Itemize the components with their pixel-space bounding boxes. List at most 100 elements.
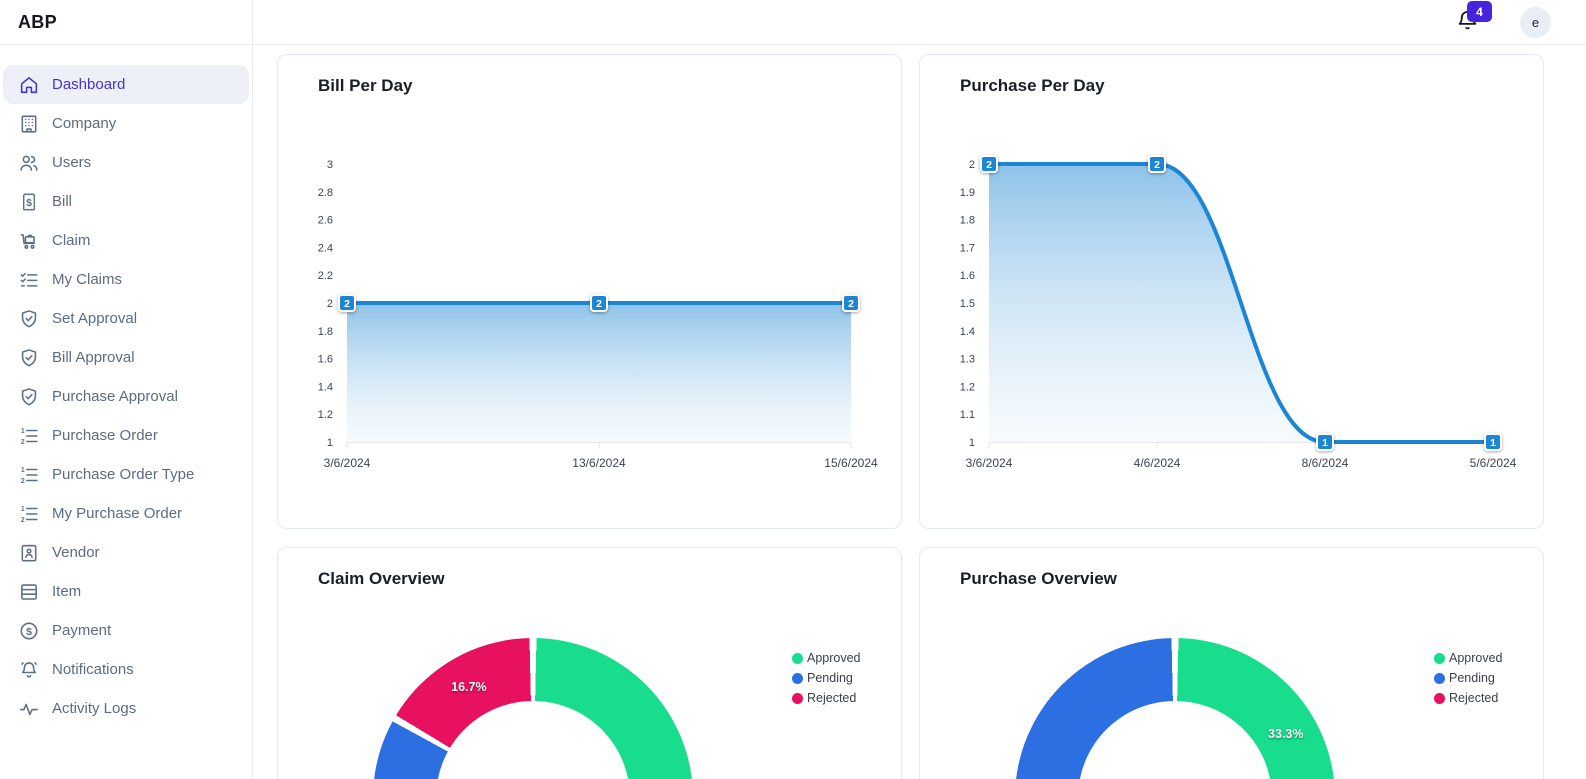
claim-overview-donut[interactable]: 16.7% [373, 638, 693, 779]
y-axis-tick-label: 1.8 [318, 326, 333, 338]
sidebar-menu: Dashboard Company Users $ Bill Claim My Claims… [0, 45, 252, 728]
data-point-marker[interactable] [980, 155, 998, 173]
legend-item-pending[interactable]: Pending [1434, 671, 1503, 685]
legend-color-dot [1434, 692, 1445, 704]
sidebar-item-claim[interactable]: Claim [3, 221, 249, 260]
notification-count-badge: 4 [1467, 1, 1492, 22]
sidebar-item-label: Dashboard [52, 76, 126, 93]
legend-item-rejected[interactable]: Rejected [792, 691, 861, 705]
y-axis-tick-label: 1.5 [960, 298, 975, 310]
checklist-icon [17, 268, 41, 292]
home-icon [17, 73, 41, 97]
data-point-marker[interactable] [590, 294, 608, 312]
sidebar-item-label: Purchase Order Type [52, 466, 195, 483]
y-axis-tick-label: 2.6 [318, 215, 333, 227]
sidebar-item-label: Bill Approval [52, 349, 135, 366]
legend-color-dot [1434, 652, 1445, 664]
sidebar-item-bill[interactable]: $ Bill [3, 182, 249, 221]
y-axis-tick-label: 2.8 [318, 187, 333, 199]
data-point-label: 2 [1154, 159, 1160, 171]
cards-grid: Bill Per Day 3 2.8 2.6 2.4 2.2 2 1.8 1.6 1.4 1.2 1… [277, 54, 1562, 779]
y-axis-tick-label: 1.6 [960, 270, 975, 282]
y-axis-tick-label: 2 [969, 159, 975, 171]
data-point-label: 2 [848, 298, 854, 310]
chart-legend: Approved Pending Rejected [792, 651, 861, 705]
data-point-marker[interactable] [338, 294, 356, 312]
sidebar-item-dashboard[interactable]: Dashboard [3, 65, 249, 104]
sidebar-item-purchase-approval[interactable]: Purchase Approval [3, 377, 249, 416]
sidebar-item-label: Notifications [52, 661, 134, 678]
data-point-label: 2 [986, 159, 992, 171]
series-line [987, 162, 1495, 445]
sidebar-item-set-approval[interactable]: Set Approval [3, 299, 249, 338]
notifications-button[interactable]: 4 [1454, 1, 1492, 37]
user-avatar[interactable]: e [1520, 6, 1551, 38]
sidebar-item-users[interactable]: Users [3, 143, 249, 182]
sidebar-item-activity-logs[interactable]: Activity Logs [3, 689, 249, 728]
data-point-marker[interactable] [1484, 433, 1502, 451]
legend-item-pending[interactable]: Pending [792, 671, 861, 685]
legend-item-approved[interactable]: Approved [792, 651, 861, 665]
sidebar-item-label: Claim [52, 232, 91, 249]
sidebar-item-company[interactable]: Company [3, 104, 249, 143]
receipt-icon: $ [17, 190, 41, 214]
card-title: Purchase Overview [960, 569, 1117, 588]
shield-check-icon [17, 346, 41, 370]
y-axis-tick-label: 1.1 [960, 409, 975, 421]
sidebar-item-purchase-order-type[interactable]: 1 2 Purchase Order Type [3, 455, 249, 494]
sidebar-item-payment[interactable]: $ Payment [3, 611, 249, 650]
brand-logo[interactable]: ABP [18, 11, 57, 32]
svg-text:2: 2 [21, 477, 25, 484]
sidebar-item-vendor[interactable]: Vendor [3, 533, 249, 572]
topbar: 4 e [253, 0, 1586, 45]
sidebar-item-label: Purchase Approval [52, 388, 178, 405]
svg-text:$: $ [26, 625, 32, 637]
y-axis-tick-label: 2 [327, 298, 333, 310]
data-point-marker[interactable] [1148, 155, 1166, 173]
legend-label: Rejected [1449, 691, 1499, 705]
sidebar-item-label: Bill [52, 193, 73, 210]
sidebar-item-my-purchase-order[interactable]: 1 2 My Purchase Order [3, 494, 249, 533]
y-axis-tick-label: 1.6 [318, 354, 333, 366]
bill-per-day-chart[interactable]: 32.82.62.42.221.81.61.41.213/6/2024 13/6/… [278, 55, 902, 529]
y-axis-tick-label: 2.2 [318, 270, 333, 282]
x-axis-tick-label: 8/6/2024 [1302, 456, 1349, 470]
data-point-marker[interactable] [1316, 433, 1334, 451]
legend-label: Rejected [807, 691, 857, 705]
purchase-per-day-chart[interactable]: 2 1.9 1.8 1.7 1.6 1.5 1.4 1.3 1.2 1.1 1 3/6/2024 4/6… [920, 55, 1544, 529]
y-axis-tick-label: 1 [327, 437, 333, 449]
legend-label: Approved [1449, 651, 1503, 665]
sidebar-item-bill-approval[interactable]: Bill Approval [3, 338, 249, 377]
legend-label: Pending [1449, 671, 1495, 685]
legend-color-dot [792, 692, 803, 704]
main-content: Bill Per Day 3 2.8 2.6 2.4 2.2 2 1.8 1.6 1.4 1.2 1… [253, 45, 1586, 779]
sidebar: ABP Dashboard Company Users $ Bill Claim My Cl… [0, 0, 253, 779]
y-axis-tick-label: 1.2 [960, 381, 975, 393]
legend-item-approved[interactable]: Approved [1434, 651, 1503, 665]
sidebar-item-label: Activity Logs [52, 700, 137, 717]
y-axis-tick-label: 1.7 [960, 242, 975, 254]
sidebar-item-label: Payment [52, 622, 112, 639]
svg-text:1: 1 [21, 427, 25, 434]
sidebar-item-item[interactable]: Item [3, 572, 249, 611]
rows-icon [17, 580, 41, 604]
dollar-circle-icon: $ [17, 619, 41, 643]
data-point-label: 1 [1490, 437, 1496, 449]
svg-text:1: 1 [21, 466, 25, 473]
purchase-overview-donut[interactable]: 33.3% [1015, 638, 1335, 779]
data-point-marker[interactable] [842, 294, 860, 312]
sidebar-item-purchase-order[interactable]: 1 2 Purchase Order [3, 416, 249, 455]
sidebar-item-notifications[interactable]: Notifications [3, 650, 249, 689]
y-axis-tick-label: 1.4 [960, 326, 975, 338]
activity-icon [17, 697, 41, 721]
sidebar-item-label: Users [52, 154, 92, 171]
bell-icon [17, 658, 41, 682]
sidebar-item-my-claims[interactable]: My Claims [3, 260, 249, 299]
sidebar-item-label: Set Approval [52, 310, 138, 327]
legend-color-dot [792, 672, 803, 684]
card-title: Claim Overview [318, 569, 445, 588]
legend-color-dot [1434, 672, 1445, 684]
legend-item-rejected[interactable]: Rejected [1434, 691, 1503, 705]
